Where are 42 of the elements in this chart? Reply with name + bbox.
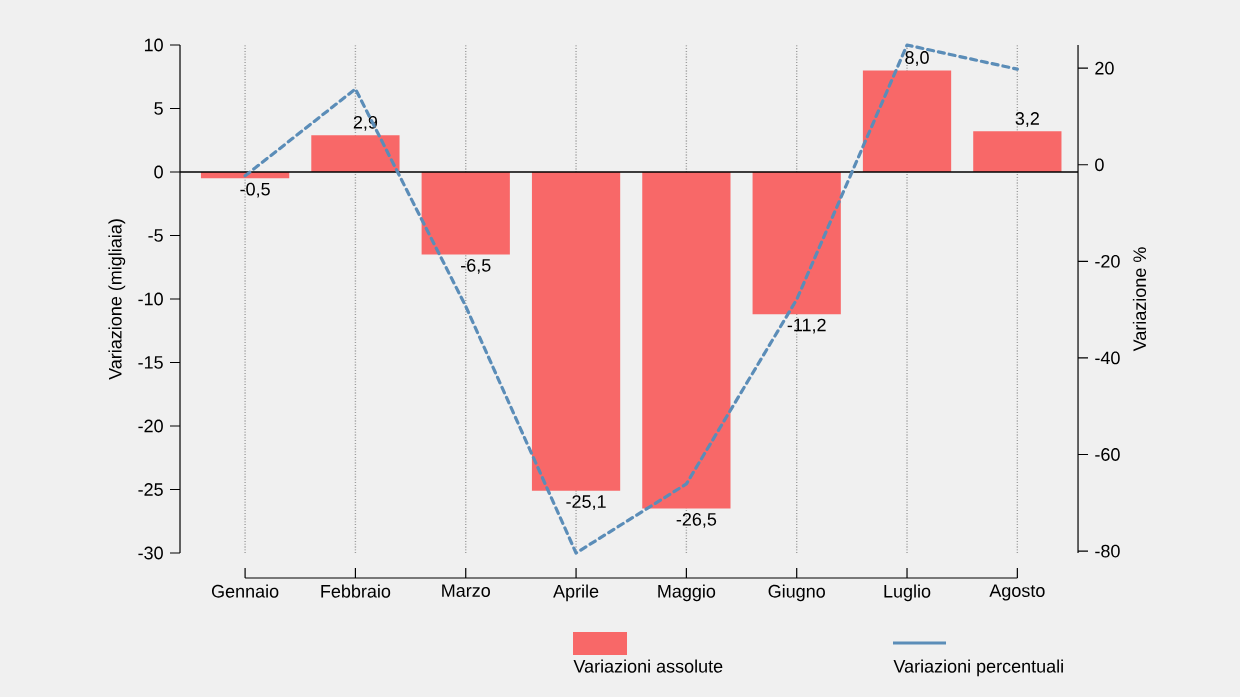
data-label: -6,5 xyxy=(461,258,491,274)
bar xyxy=(531,172,621,491)
x-tick-label: Agosto xyxy=(989,584,1045,601)
y-tick-label: 0 xyxy=(154,165,163,179)
bar xyxy=(311,135,400,172)
x-tick-label: Febbraio xyxy=(321,584,391,598)
data-label: -11,2 xyxy=(787,318,826,334)
y2-tick-label: -20 xyxy=(1095,254,1120,268)
data-label: 3,2 xyxy=(1015,112,1039,127)
y2-tick-label: 20 xyxy=(1095,61,1114,75)
y-tick-label: -25 xyxy=(138,483,163,496)
y2-tick-label: 0 xyxy=(1095,158,1104,172)
y-tick-label: 5 xyxy=(154,102,163,115)
y-tick-label: -10 xyxy=(138,292,163,306)
x-tick-label: Marzo xyxy=(442,584,490,597)
bar xyxy=(862,70,952,172)
x-tick-label: Giugno xyxy=(768,584,825,602)
legend-label: Variazioni percentuali xyxy=(893,659,1063,677)
y-axis-title: Variazione (migliaia) xyxy=(108,219,126,380)
y-tick-label: -20 xyxy=(138,419,163,433)
y2-tick-label: -60 xyxy=(1095,448,1120,461)
data-label: -26,5 xyxy=(676,512,717,528)
x-tick-label: Luglio xyxy=(884,584,931,602)
data-label: 8,0 xyxy=(905,51,929,66)
x-tick-label: Maggio xyxy=(658,584,716,602)
y2-tick-label: -80 xyxy=(1095,544,1120,558)
y-tick-label: -5 xyxy=(148,229,163,242)
legend-label: Variazioni assolute xyxy=(573,659,723,673)
bar xyxy=(752,172,841,315)
x-tick-label: Aprile xyxy=(553,584,599,602)
y2-axis-title: Variazione % xyxy=(1132,247,1147,352)
data-label: 2,9 xyxy=(353,115,378,131)
y-tick-label: 10 xyxy=(144,38,163,52)
data-label: -25,1 xyxy=(566,495,606,511)
data-label: -0,5 xyxy=(240,182,270,198)
bar xyxy=(973,131,1062,172)
y-tick-label: -15 xyxy=(138,356,163,369)
bar xyxy=(421,172,510,255)
x-tick-label: Gennaio xyxy=(211,584,279,598)
y-tick-label: -30 xyxy=(138,546,163,560)
bar xyxy=(642,172,731,509)
y2-tick-label: -40 xyxy=(1095,351,1120,365)
